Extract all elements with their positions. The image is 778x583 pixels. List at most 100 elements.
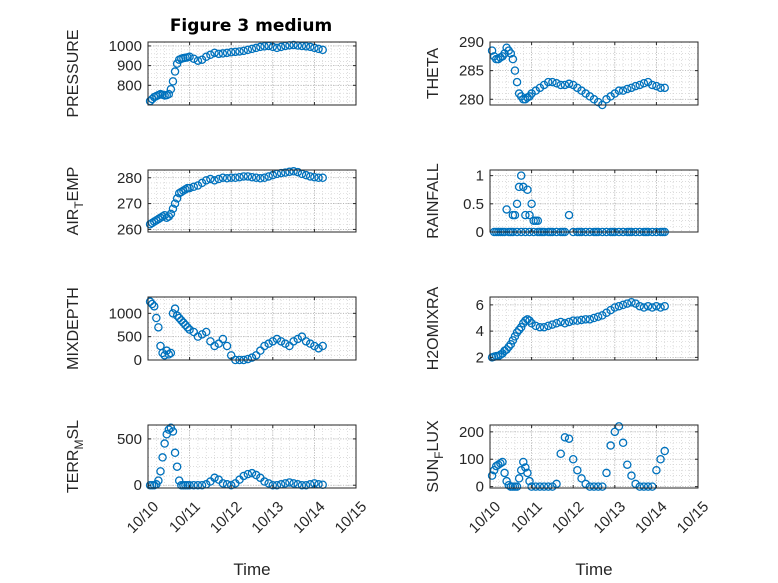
data-point: [301, 170, 311, 180]
data-point: [260, 341, 269, 351]
data-point: [510, 210, 520, 220]
data-point: [560, 433, 570, 442]
axes-box: [147, 296, 357, 361]
data-point: [598, 482, 607, 491]
x-tick-label: 10/10: [466, 498, 505, 537]
data-point: [268, 480, 278, 490]
data-point: [206, 174, 215, 184]
data-point: [243, 354, 253, 364]
data-point: [185, 325, 194, 334]
data-point: [652, 81, 661, 91]
subplot-6: 2 4 6 H2OMIXRA: [425, 286, 699, 370]
data-point: [218, 173, 228, 182]
data-series: [145, 167, 327, 229]
data-point: [560, 80, 570, 90]
subplot-4: 0 0.5 1 RAINFALL: [425, 163, 699, 241]
data-point: [152, 313, 161, 323]
data-point: [201, 52, 211, 62]
data-point: [147, 299, 157, 309]
data-point: [193, 480, 203, 490]
data-point: [643, 301, 653, 311]
data-point: [222, 341, 232, 351]
data-point: [166, 209, 176, 219]
data-point: [264, 479, 273, 488]
data-point: [239, 46, 248, 56]
data-point: [318, 341, 327, 351]
data-point: [487, 46, 497, 55]
data-point: [521, 463, 530, 472]
data-point: [618, 438, 628, 448]
data-point: [256, 174, 265, 183]
y-tick-label: 1000: [109, 305, 142, 322]
data-point: [181, 320, 190, 330]
data-point: [585, 315, 595, 324]
data-point: [301, 337, 311, 346]
data-point: [168, 309, 178, 318]
data-point: [314, 173, 323, 182]
data-point: [523, 185, 532, 194]
data-point: [174, 476, 184, 485]
subplot-2: 280 285 290 THETA: [425, 34, 699, 110]
y-tick-label: 800: [117, 77, 142, 94]
data-point: [174, 313, 184, 323]
data-point: [289, 479, 298, 488]
data-point: [243, 469, 253, 479]
data-point: [318, 173, 327, 182]
data-point: [218, 479, 228, 488]
data-point: [514, 182, 524, 192]
data-point: [305, 339, 315, 348]
y-tick-label: 0.5: [463, 196, 484, 213]
data-point: [519, 457, 528, 467]
data-point: [243, 172, 253, 181]
data-point: [210, 176, 219, 185]
data-point: [158, 348, 167, 358]
y-tick-label: 0: [476, 224, 484, 241]
data-point: [158, 212, 167, 221]
x-tick-label: 10/11: [166, 498, 204, 536]
data-point: [293, 334, 303, 344]
axes-box: [489, 169, 699, 233]
data-point: [635, 80, 645, 90]
data-point: [577, 474, 586, 483]
x-tick-label: 10/15: [332, 498, 371, 537]
data-point: [514, 325, 524, 335]
data-series: [487, 43, 669, 110]
y-tick-label: 200: [459, 424, 484, 441]
data-series: [145, 40, 327, 106]
data-point: [174, 188, 184, 198]
data-point: [568, 454, 578, 464]
data-point: [318, 45, 327, 55]
data-point: [310, 341, 319, 351]
data-point: [201, 176, 211, 185]
data-point: [639, 303, 649, 312]
x-tick-label: 10/12: [549, 498, 588, 537]
data-point: [189, 54, 199, 63]
x-axis-label-right: Time: [575, 560, 612, 579]
data-point: [231, 47, 240, 57]
data-point: [170, 67, 180, 76]
data-point: [214, 339, 223, 348]
axes-box: [489, 424, 699, 489]
y-tick-label: 0: [134, 477, 142, 494]
data-point: [314, 344, 323, 353]
data-point: [156, 213, 165, 223]
y-tick-label: 500: [117, 431, 142, 448]
y-tick-label: 500: [117, 329, 142, 346]
data-point: [168, 204, 178, 213]
data-point: [606, 441, 615, 450]
data-point: [172, 462, 182, 471]
data-point: [531, 482, 541, 491]
data-point: [251, 43, 261, 53]
data-point: [556, 449, 565, 459]
data-point: [512, 328, 522, 337]
data-point: [226, 173, 236, 182]
y-tick-label: 280: [459, 91, 484, 108]
axes-background: [148, 425, 356, 488]
data-point: [593, 482, 603, 491]
data-point: [285, 341, 294, 351]
data-point: [239, 471, 248, 481]
data-point: [297, 480, 307, 490]
data-point: [189, 480, 199, 490]
